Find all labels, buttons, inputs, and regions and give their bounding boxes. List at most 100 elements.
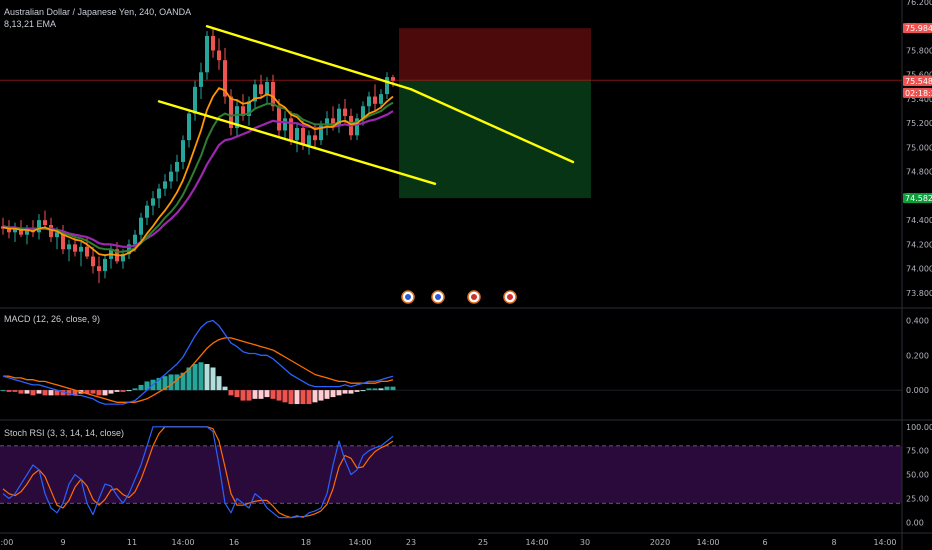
macd-histogram-bar[interactable] (72, 390, 78, 396)
candle-body[interactable] (151, 198, 155, 206)
macd-histogram-bar[interactable] (294, 390, 300, 405)
candle-body[interactable] (247, 101, 251, 116)
candle-body[interactable] (361, 106, 365, 119)
macd-histogram-bar[interactable] (114, 390, 120, 392)
macd-histogram-bar[interactable] (132, 388, 138, 391)
candle-body[interactable] (343, 108, 347, 116)
macd-histogram-bar[interactable] (336, 390, 342, 396)
macd-histogram-bar[interactable] (300, 390, 306, 405)
event-marker[interactable] (431, 290, 445, 304)
price-tag[interactable]: 75.548 (903, 76, 932, 87)
candle-body[interactable] (121, 254, 125, 262)
candle-body[interactable] (19, 227, 23, 235)
macd-histogram-bar[interactable] (186, 367, 192, 391)
macd-histogram-bar[interactable] (12, 390, 18, 392)
event-marker[interactable] (503, 290, 517, 304)
macd-legend[interactable]: MACD (12, 26, close, 9) (4, 314, 101, 324)
candle-body[interactable] (133, 234, 137, 245)
candle-body[interactable] (337, 108, 341, 126)
macd-histogram-bar[interactable] (270, 390, 276, 399)
macd-histogram-bar[interactable] (84, 390, 90, 394)
candle-body[interactable] (223, 60, 227, 97)
candle-body[interactable] (91, 256, 95, 267)
trendline[interactable] (157, 100, 437, 186)
macd-histogram-bar[interactable] (192, 364, 198, 391)
ema-legend[interactable]: 8,13,21 EMA (4, 19, 57, 29)
candle-body[interactable] (379, 94, 383, 104)
macd-histogram-bar[interactable] (360, 390, 366, 392)
macd-histogram-bar[interactable] (222, 386, 228, 391)
candle-body[interactable] (157, 188, 161, 199)
stoch-rsi-legend[interactable]: Stoch RSI (3, 3, 14, 14, close) (4, 428, 125, 438)
macd-histogram-bar[interactable] (198, 362, 204, 391)
take-profit-zone[interactable] (399, 80, 591, 199)
candle-body[interactable] (25, 229, 29, 235)
macd-histogram-bar[interactable] (318, 390, 324, 401)
price-tag[interactable]: 75.984 (903, 23, 932, 34)
macd-histogram-bar[interactable] (390, 386, 396, 391)
macd-histogram-bar[interactable] (48, 390, 54, 396)
macd-histogram-bar[interactable] (162, 376, 168, 391)
macd-histogram-bar[interactable] (324, 390, 330, 399)
stop-loss-zone[interactable] (399, 28, 591, 81)
candle-body[interactable] (55, 232, 59, 238)
candle-body[interactable] (175, 161, 179, 172)
candle-body[interactable] (145, 205, 149, 218)
candle-body[interactable] (187, 113, 191, 141)
trendline[interactable] (205, 25, 413, 91)
macd-histogram-bar[interactable] (174, 374, 180, 391)
macd-histogram-bar[interactable] (288, 390, 294, 405)
macd-histogram-bar[interactable] (144, 381, 150, 391)
candle-body[interactable] (61, 232, 65, 250)
candle-body[interactable] (217, 50, 221, 61)
macd-histogram-bar[interactable] (234, 390, 240, 398)
macd-histogram-bar[interactable] (366, 388, 372, 391)
macd-histogram-bar[interactable] (276, 390, 282, 401)
macd-histogram-bar[interactable] (348, 390, 354, 394)
candle-body[interactable] (259, 84, 263, 95)
candle-body[interactable] (325, 118, 329, 126)
macd-histogram-bar[interactable] (264, 390, 270, 398)
candle-body[interactable] (163, 181, 167, 189)
macd-histogram-bar[interactable] (90, 390, 96, 394)
candle-body[interactable] (295, 128, 299, 141)
price-tag[interactable]: 74.582 (903, 193, 932, 204)
candle-body[interactable] (7, 228, 11, 233)
macd-histogram-bar[interactable] (246, 390, 252, 401)
macd-histogram-bar[interactable] (282, 390, 288, 403)
macd-histogram-bar[interactable] (96, 390, 102, 396)
macd-histogram-bar[interactable] (108, 390, 114, 394)
macd-histogram-bar[interactable] (306, 390, 312, 405)
macd-histogram-bar[interactable] (378, 388, 384, 391)
candle-body[interactable] (355, 118, 359, 136)
macd-histogram-bar[interactable] (36, 390, 42, 394)
macd-histogram-bar[interactable] (42, 390, 48, 396)
macd-histogram-bar[interactable] (216, 376, 222, 391)
candle-body[interactable] (313, 135, 317, 141)
candle-body[interactable] (229, 96, 233, 129)
candle-body[interactable] (73, 244, 77, 252)
macd-histogram-bar[interactable] (210, 367, 216, 391)
candle-body[interactable] (211, 35, 215, 51)
candle-body[interactable] (271, 81, 275, 107)
macd-histogram-bar[interactable] (138, 384, 144, 391)
candle-body[interactable] (367, 96, 371, 107)
macd-histogram-bar[interactable] (54, 390, 60, 396)
macd-histogram-bar[interactable] (252, 390, 258, 399)
candle-body[interactable] (139, 217, 143, 235)
macd-histogram-bar[interactable] (24, 390, 30, 394)
macd-histogram-bar[interactable] (30, 390, 36, 396)
candle-body[interactable] (235, 106, 239, 129)
macd-histogram-bar[interactable] (6, 390, 12, 392)
trendline[interactable] (409, 88, 575, 164)
candle-body[interactable] (319, 125, 323, 141)
macd-histogram-bar[interactable] (102, 390, 108, 396)
candle-body[interactable] (37, 220, 41, 233)
macd-histogram-bar[interactable] (372, 388, 378, 391)
candle-body[interactable] (43, 220, 47, 226)
macd-histogram-bar[interactable] (354, 390, 360, 392)
candle-body[interactable] (85, 246, 89, 257)
candle-body[interactable] (205, 35, 209, 73)
candle-body[interactable] (127, 244, 131, 255)
